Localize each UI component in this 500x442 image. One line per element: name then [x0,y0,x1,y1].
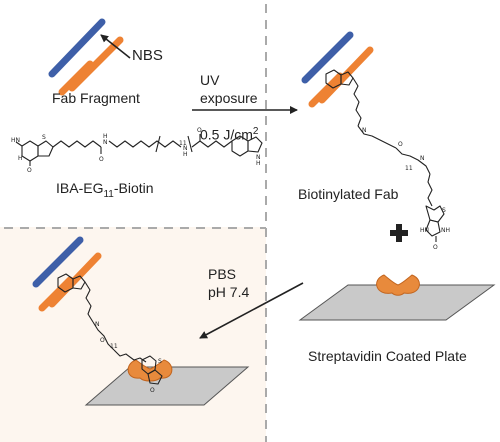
svg-text:N: N [362,127,367,134]
uv-label: UV [200,72,220,88]
svg-text:H: H [18,155,23,162]
streptavidin-plate-label: Streptavidin Coated Plate [308,348,467,364]
svg-text:H: H [183,151,188,158]
svg-text:S: S [42,134,46,141]
svg-text:S: S [442,207,446,214]
fab-fragment-icon: S-S [48,18,124,96]
ph-label: pH 7.4 [208,284,250,300]
immobilized-repeat-count: 11 [110,343,118,350]
svg-text:N: N [183,145,188,152]
svg-text:N: N [420,155,425,162]
dose-label: 0.5 J/cm2 [200,124,258,143]
svg-text:H: H [103,133,108,140]
biotinylated-repeat-count: 11 [405,165,413,172]
nbs-label: NBS [132,47,163,64]
bottom-left-panel [0,227,266,442]
svg-text:S: S [158,358,162,365]
iba-structure-atom-labels: HN S O H O N H N H O N H 11 [11,127,261,174]
plate-right [298,284,496,321]
iba-suffix: -Biotin [113,180,154,196]
svg-text:N: N [103,139,108,146]
svg-text:O: O [150,387,155,394]
svg-text:O: O [433,244,438,251]
iba-repeat-count: 11 [179,140,187,147]
biotinylated-fab-label: Biotinylated Fab [298,186,399,202]
svg-text:NH: NH [441,227,450,234]
plus-icon [390,224,408,242]
fab-fragment-label: Fab Fragment [52,90,140,106]
svg-text:O: O [99,156,104,163]
svg-text:HN: HN [11,137,20,144]
svg-text:O: O [100,337,105,344]
svg-text:O: O [27,167,32,174]
pbs-arrow [199,282,304,339]
nbs-pointer-arrow [100,34,131,59]
svg-text:HN: HN [420,227,429,234]
svg-text:N: N [95,321,100,328]
streptavidin-icon [376,274,420,296]
plate-bottom-left [84,366,250,406]
iba-eg11-biotin-structure [15,134,263,166]
dose-exponent: 2 [252,126,259,137]
svg-text:O: O [197,127,202,134]
iba-prefix: IBA-EG [56,180,104,196]
iba-eg11-biotin-label: IBA-EG11-Biotin [56,180,154,203]
pbs-label: PBS [208,266,237,282]
svg-text:H: H [256,160,261,167]
svg-text:S-S: S-S [76,58,84,64]
biotinylated-fab-icon: N O N 11 S HN NH O [301,31,450,251]
svg-text:O: O [398,141,403,148]
dose-value: 0.5 J/cm [200,126,253,143]
exposure-label: exposure [200,90,258,106]
iba-subscript: 11 [103,188,114,200]
immobilized-fab-icon: N O 11 S O [32,236,163,394]
svg-text:N: N [256,154,261,161]
